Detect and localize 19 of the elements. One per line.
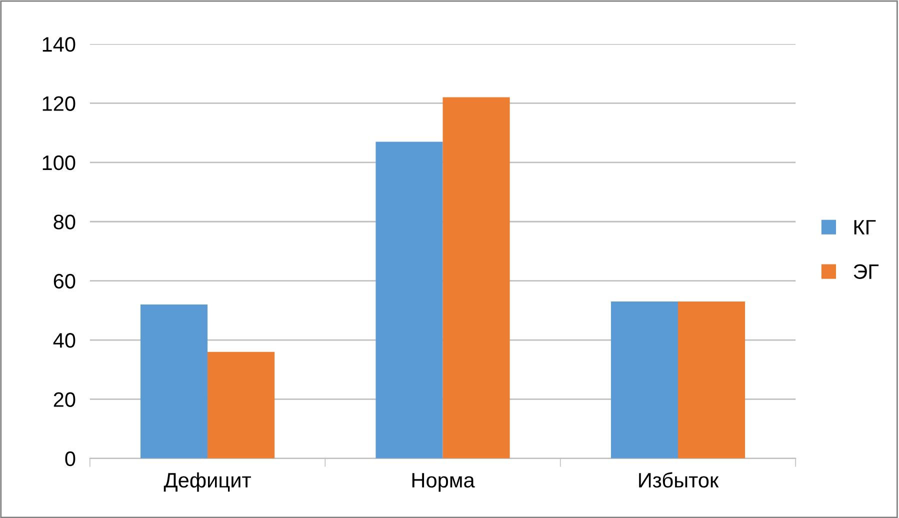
legend-label: КГ <box>854 220 876 234</box>
y-tick-label: 120 <box>42 96 76 111</box>
x-tick-label: Норма <box>412 473 475 492</box>
y-tick-label: 0 <box>65 451 76 466</box>
bar <box>610 302 678 458</box>
y-tick-label: 140 <box>42 37 76 52</box>
bar <box>140 304 208 458</box>
legend-label: ЭГ <box>854 264 879 280</box>
y-tick-label: 100 <box>42 155 76 170</box>
bar <box>376 142 443 458</box>
bar <box>678 302 746 458</box>
y-tick-label: 80 <box>54 214 76 230</box>
y-tick-label: 60 <box>54 274 76 289</box>
bar <box>442 97 510 458</box>
x-tick-label: Дефицит <box>164 472 251 492</box>
bar <box>208 352 275 458</box>
y-tick-label: 20 <box>54 392 76 407</box>
x-tick-label: Избыток <box>639 472 719 488</box>
y-tick-label: 40 <box>53 333 76 348</box>
